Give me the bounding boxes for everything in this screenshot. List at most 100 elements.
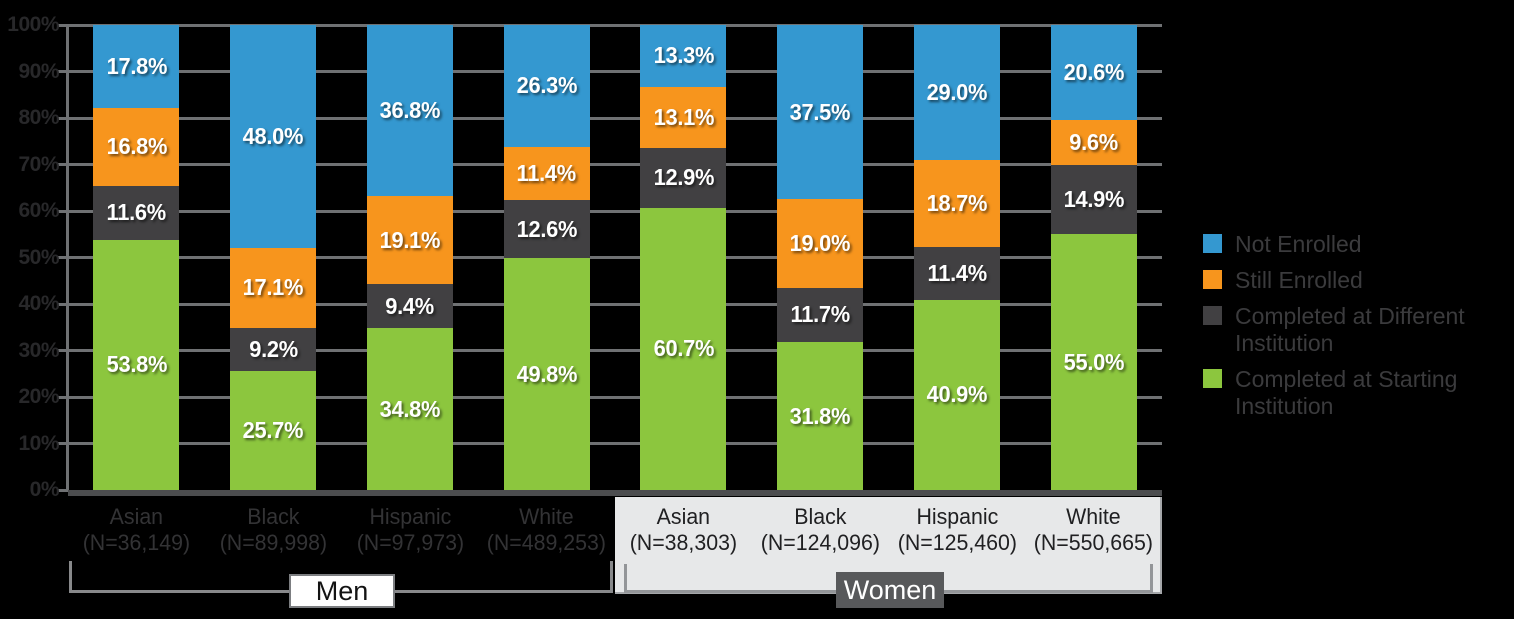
segment-completed-different: 14.9% — [1050, 164, 1137, 235]
legend-swatch-still-enrolled — [1203, 270, 1222, 289]
category-name: Asian — [109, 504, 164, 529]
category-n-count: (N=124,096) — [760, 530, 880, 555]
gridline — [58, 349, 1162, 352]
category-label: Asian (N=36,149) — [70, 504, 203, 556]
segment-value-label: 55.0% — [1063, 348, 1124, 375]
segment-still-enrolled: 13.1% — [640, 86, 727, 148]
segment-value-label: 11.6% — [106, 199, 167, 226]
segment-completed-different: 9.2% — [230, 327, 317, 371]
gridline — [58, 23, 1162, 27]
category-label: Asian (N=38,303) — [617, 504, 750, 556]
segment-completed-starting: 49.8% — [503, 258, 590, 490]
gridline — [58, 395, 1162, 399]
y-axis-tick-label: 0% — [29, 478, 60, 501]
category-label: White (N=550,665) — [1027, 504, 1160, 556]
gridline — [58, 442, 1162, 445]
segment-value-label: 14.9% — [1063, 186, 1124, 213]
segment-completed-starting: 55.0% — [1050, 234, 1137, 490]
women-group-bracket-tick-right — [1150, 564, 1153, 593]
y-axis-tick-label: 40% — [18, 292, 59, 315]
segment-value-label: 40.9% — [926, 381, 988, 408]
gridline — [58, 163, 1162, 166]
legend-swatch-completed-different — [1203, 306, 1222, 325]
y-axis-tick-label: 60% — [18, 199, 59, 222]
segment-value-label: 34.8% — [379, 395, 441, 422]
axis-tick — [58, 488, 68, 492]
segment-completed-starting: 53.8% — [93, 239, 180, 490]
segment-not-enrolled: 48.0% — [230, 25, 317, 249]
y-axis-tick-label: 30% — [18, 338, 59, 362]
bar-men-black: 25.7% 9.2% 17.1% 48.0% — [230, 25, 317, 490]
segment-not-enrolled: 37.5% — [777, 25, 864, 200]
legend-item-label: Completed at Different Institution — [1235, 303, 1465, 356]
segment-value-label: 48.0% — [242, 123, 304, 150]
segment-still-enrolled: 18.7% — [913, 159, 1000, 247]
women-group-bracket-tick-left — [624, 564, 627, 593]
segment-completed-different: 11.6% — [93, 185, 180, 240]
segment-value-label: 53.8% — [106, 351, 167, 378]
segment-still-enrolled: 9.6% — [1050, 120, 1137, 165]
segment-value-label: 29.0% — [926, 78, 988, 105]
segment-value-label: 26.3% — [516, 72, 577, 99]
segment-value-label: 31.8% — [789, 402, 851, 429]
segment-value-label: 17.8% — [106, 52, 167, 79]
bar-women-white: 55.0% 14.9% 9.6% 20.6% — [1050, 24, 1137, 490]
legend-item-label: Not Enrolled — [1235, 231, 1362, 257]
segment-completed-starting: 25.7% — [230, 370, 317, 490]
segment-not-enrolled: 29.0% — [913, 25, 1000, 160]
legend: Not Enrolled Still Enrolled Completed at D… — [1203, 231, 1503, 429]
category-n-count: (N=38,303) — [629, 530, 738, 555]
segment-not-enrolled: 20.6% — [1050, 24, 1137, 121]
segment-still-enrolled: 11.4% — [503, 146, 590, 200]
segment-not-enrolled: 13.3% — [640, 25, 727, 87]
category-label: Hispanic (N=97,973) — [344, 504, 477, 556]
category-label: Black (N=89,998) — [207, 504, 340, 556]
segment-value-label: 25.7% — [242, 416, 304, 443]
women-group-label: Women — [836, 572, 944, 608]
legend-item: Still Enrolled — [1203, 267, 1503, 294]
bar-women-asian: 60.7% 12.9% 13.1% 13.3% — [640, 25, 727, 490]
segment-value-label: 19.0% — [789, 230, 851, 257]
category-n-count: (N=36,149) — [82, 530, 191, 555]
segment-completed-starting: 34.8% — [366, 328, 453, 490]
legend-item: Completed at Different Institution — [1203, 303, 1503, 357]
category-label: White (N=489,253) — [480, 504, 613, 556]
legend-swatch-not-enrolled — [1203, 234, 1222, 253]
bar-men-hispanic: 34.8% 9.4% 19.1% 36.8% — [366, 24, 453, 490]
segment-value-label: 60.7% — [653, 335, 714, 362]
men-group-bracket-tick-left — [69, 561, 72, 593]
x-axis-line — [68, 490, 1162, 496]
segment-value-label: 20.6% — [1063, 58, 1124, 85]
gridline — [58, 209, 1162, 213]
segment-value-label: 49.8% — [516, 360, 577, 387]
segment-value-label: 9.2% — [248, 335, 298, 362]
category-n-count: (N=125,460) — [897, 530, 1017, 555]
gridline — [58, 256, 1162, 259]
bar-women-hispanic: 40.9% 11.4% 18.7% 29.0% — [913, 25, 1000, 490]
y-axis-tick-label: 20% — [18, 385, 59, 408]
category-name: Hispanic — [368, 504, 451, 529]
category-name: Hispanic — [915, 504, 998, 529]
legend-item-label: Completed at Starting Institution — [1235, 366, 1458, 419]
category-n-count: (N=97,973) — [356, 530, 464, 555]
category-name: White — [1066, 504, 1121, 529]
segment-value-label: 17.1% — [242, 274, 304, 301]
bar-men-asian: 53.8% 11.6% 16.8% 17.8% — [93, 25, 180, 490]
y-axis-tick-label: 10% — [18, 431, 59, 455]
men-group-label: Men — [289, 574, 395, 608]
segment-value-label: 12.9% — [653, 164, 714, 191]
segment-still-enrolled: 19.0% — [777, 199, 864, 288]
gridline — [58, 70, 1162, 73]
segment-completed-different: 11.4% — [913, 246, 1000, 300]
legend-item: Not Enrolled — [1203, 231, 1503, 258]
y-axis-tick-label: 70% — [18, 152, 59, 176]
segment-value-label: 12.6% — [516, 215, 577, 242]
y-axis-tick-label: 90% — [18, 59, 59, 83]
segment-completed-different: 9.4% — [366, 284, 453, 329]
bar-men-white: 49.8% 12.6% 11.4% 26.3% — [503, 24, 590, 490]
category-n-count: (N=489,253) — [487, 530, 607, 555]
category-n-count: (N=550,665) — [1034, 530, 1154, 555]
y-axis-tick-label: 80% — [18, 106, 59, 129]
men-group-bracket-tick-right — [610, 561, 613, 593]
